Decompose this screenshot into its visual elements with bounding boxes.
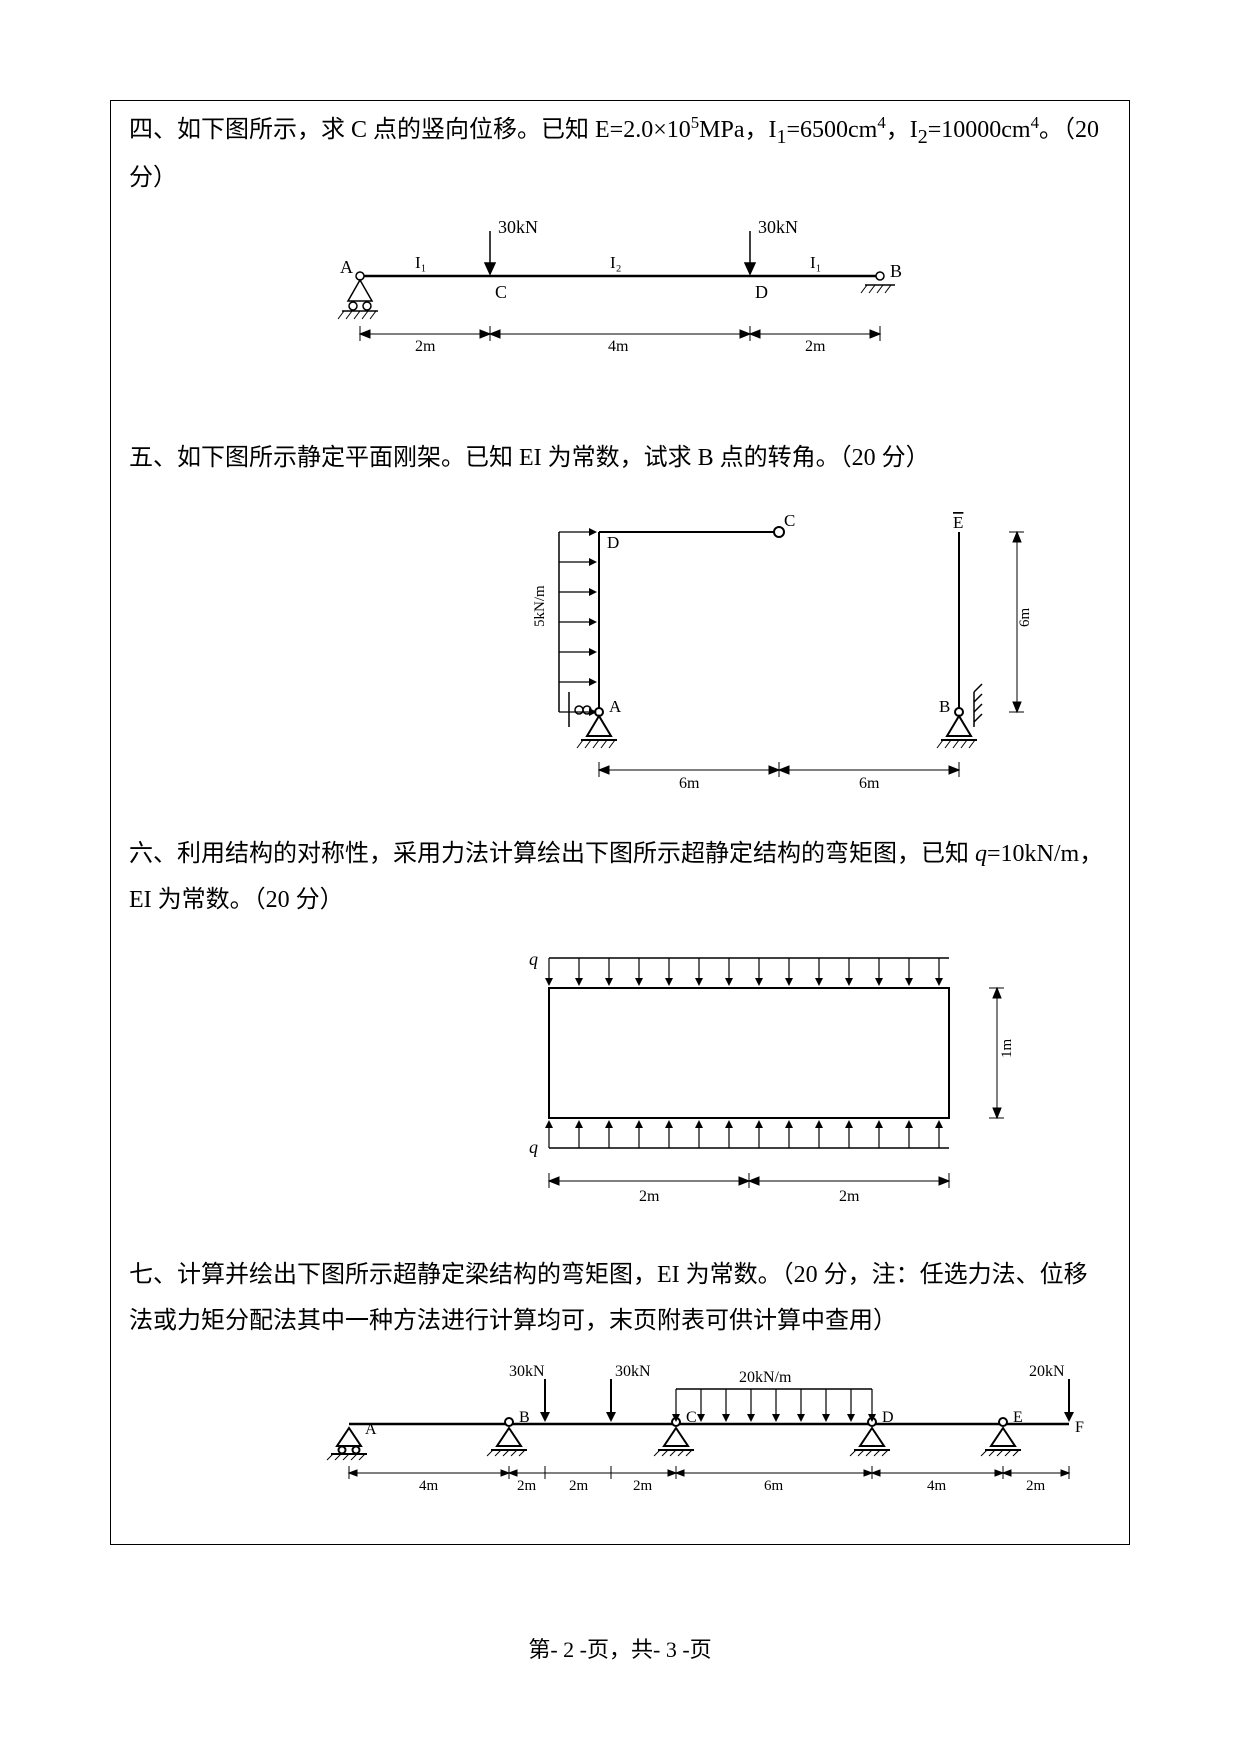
svg-text:6m: 6m [859,775,880,792]
svg-text:20kN/m: 20kN/m [739,1369,792,1386]
svg-text:4m: 4m [927,1478,947,1494]
svg-text:6m: 6m [679,775,700,792]
svg-text:2m: 2m [569,1478,589,1494]
svg-text:D: D [882,1409,894,1426]
svg-text:I₁: I₁ [415,253,427,272]
problem-7-figure: 30kN 30kN 20kN/m 20kN A B C D E F 4m 2m … [319,1354,1099,1504]
svg-text:5kN/m: 5kN/m [532,585,548,627]
svg-text:30kN: 30kN [509,1363,545,1380]
svg-text:q: q [529,949,538,969]
svg-text:4m: 4m [419,1478,439,1494]
problem-7-text: 七、计算并绘出下图所示超静定梁结构的弯矩图，EI 为常数。（20 分，注：任选力… [129,1253,1111,1344]
svg-text:1m: 1m [999,1039,1015,1059]
problem-5-figure: D C E A B 5kN/m 6m 6m 6m [509,492,1069,802]
svg-text:q: q [529,1137,538,1157]
svg-text:2m: 2m [517,1478,537,1494]
svg-text:B: B [890,261,902,281]
svg-text:A: A [609,697,622,716]
problem-4-text: 四、如下图所示，求 C 点的竖向位移。已知 E=2.0×105MPa，I1=65… [129,107,1111,201]
svg-text:D: D [607,533,619,552]
svg-text:B: B [939,697,950,716]
svg-text:6m: 6m [764,1478,784,1494]
problem-6-text: 六、利用结构的对称性，采用力法计算绘出下图所示超静定结构的弯矩图，已知 q=10… [129,832,1111,923]
svg-text:C: C [784,511,795,530]
svg-text:A: A [340,257,353,277]
svg-text:C: C [495,282,507,302]
svg-text:I₁: I₁ [810,253,822,272]
svg-text:4m: 4m [608,338,629,355]
svg-text:2m: 2m [839,1188,860,1205]
svg-text:B: B [519,1409,530,1426]
page-footer: 第- 2 -页，共- 3 -页 [0,1632,1240,1664]
svg-text:E: E [953,513,963,532]
svg-text:30kN: 30kN [498,217,538,237]
svg-text:E: E [1013,1409,1023,1426]
problem-5-text: 五、如下图所示静定平面刚架。已知 EI 为常数，试求 B 点的转角。（20 分） [129,436,1111,482]
svg-text:2m: 2m [805,338,826,355]
svg-text:2m: 2m [633,1478,653,1494]
problem-6-figure: q q 2m 2m 1m [469,933,1049,1223]
svg-text:2m: 2m [1026,1478,1046,1494]
svg-text:D: D [755,282,768,302]
svg-text:C: C [686,1409,697,1426]
svg-text:I₂: I₂ [610,253,622,272]
svg-text:2m: 2m [639,1188,660,1205]
svg-text:30kN: 30kN [758,217,798,237]
svg-text:20kN: 20kN [1029,1363,1065,1380]
svg-text:30kN: 30kN [615,1363,651,1380]
svg-text:A: A [365,1421,377,1438]
svg-text:2m: 2m [415,338,436,355]
svg-text:6m: 6m [1017,607,1033,627]
svg-text:F: F [1075,1419,1084,1436]
problem-4-figure: 30kN 30kN A B C D I₁ I₂ I₁ 2m 4m 2m [320,211,920,386]
